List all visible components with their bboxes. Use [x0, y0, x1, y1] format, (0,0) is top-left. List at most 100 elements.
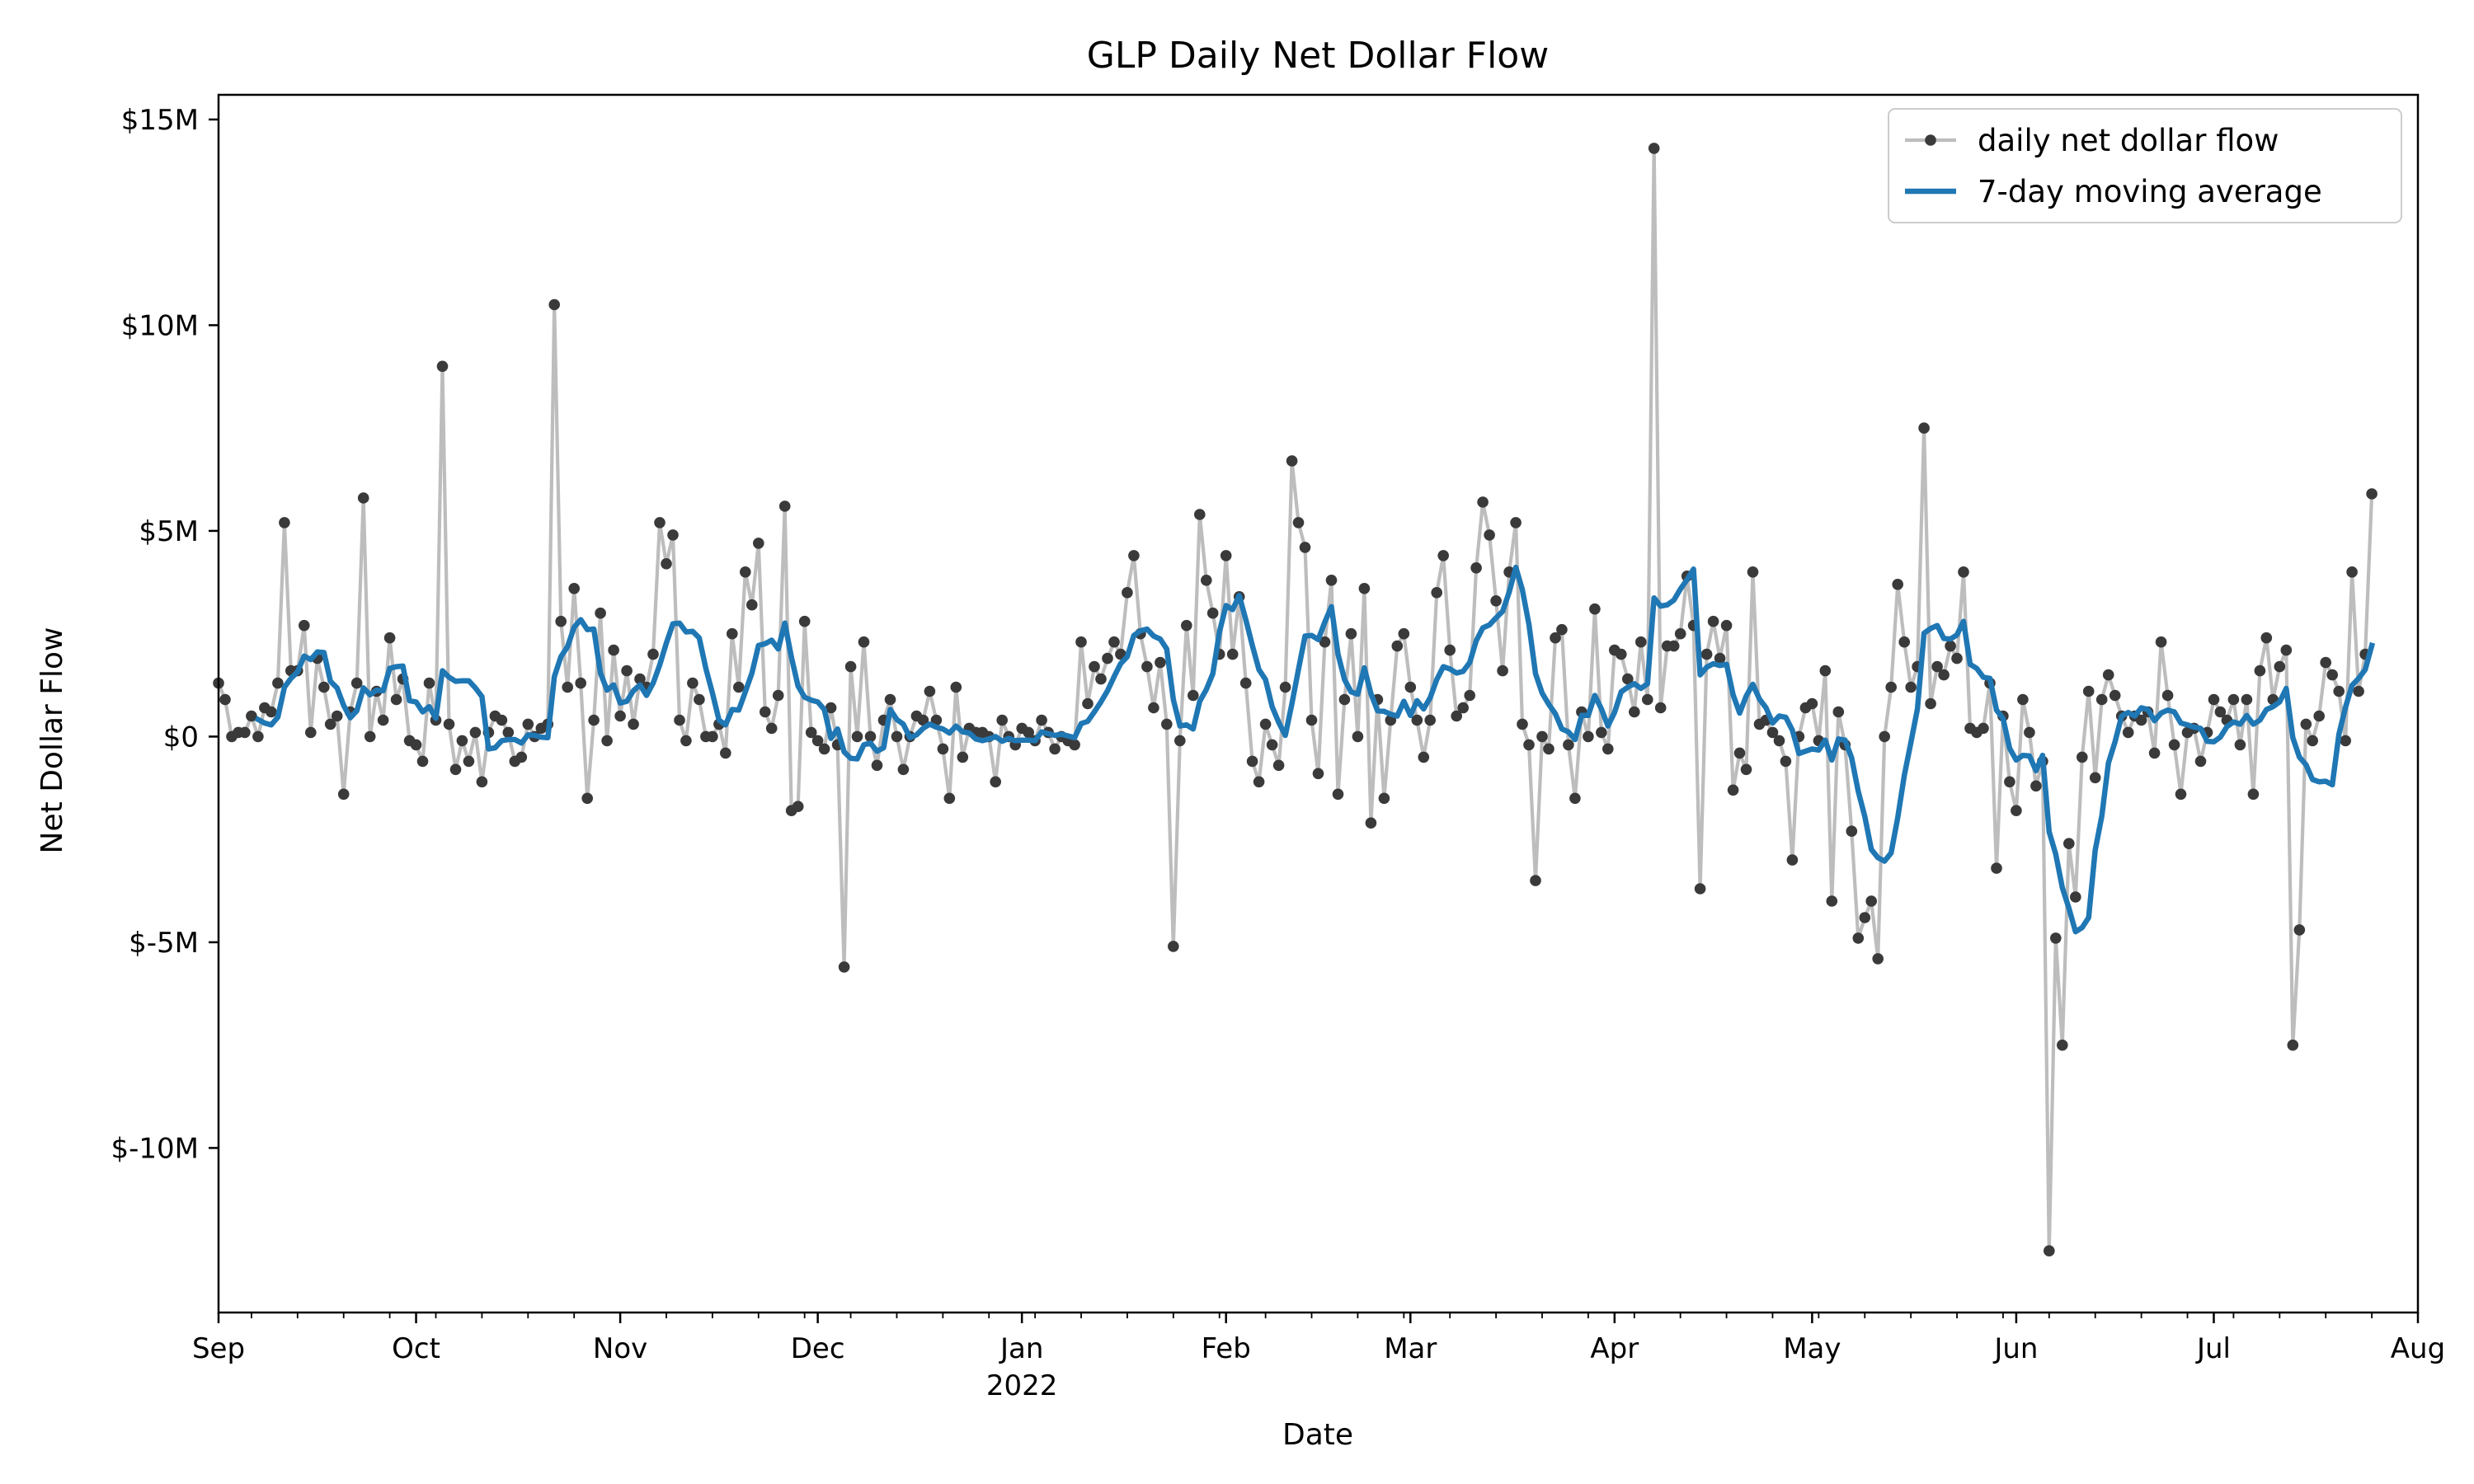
- daily-flow-point: [1253, 776, 1265, 788]
- daily-flow-point: [1530, 875, 1541, 886]
- daily-flow-point: [601, 735, 613, 747]
- daily-flow-point: [1852, 932, 1865, 944]
- daily-flow-point: [1141, 660, 1153, 673]
- daily-flow-point: [930, 714, 943, 726]
- daily-flow-point: [825, 702, 837, 714]
- daily-flow-point: [760, 706, 771, 718]
- legend-ma-label: 7-day moving average: [1978, 174, 2322, 209]
- daily-flow-point: [1174, 735, 1186, 747]
- daily-flow-point: [884, 693, 896, 706]
- daily-flow-point: [1023, 726, 1034, 739]
- daily-flow-point: [733, 681, 745, 693]
- daily-flow-point: [2260, 632, 2273, 644]
- daily-flow-point: [2044, 1245, 2055, 1256]
- daily-flow-point: [798, 615, 811, 627]
- daily-flow-point: [1885, 681, 1897, 693]
- daily-flow-point: [416, 755, 429, 768]
- daily-flow-point: [252, 730, 264, 743]
- daily-flow-point: [1404, 681, 1417, 693]
- daily-flow-point: [1563, 739, 1574, 751]
- daily-flow-point: [2070, 891, 2081, 903]
- daily-flow-point: [1846, 825, 1858, 837]
- daily-flow-point: [1259, 718, 1272, 730]
- daily-flow-point: [2109, 689, 2121, 702]
- daily-flow-point: [1991, 862, 2002, 874]
- daily-flow-point: [634, 673, 646, 685]
- daily-flow-point: [1898, 636, 1910, 648]
- y-tick-label: $-5M: [129, 927, 199, 960]
- daily-flow-point: [1451, 710, 1462, 722]
- daily-flow-point: [778, 500, 791, 512]
- daily-flow-point: [1832, 706, 1845, 718]
- daily-flow-point: [628, 718, 639, 730]
- daily-flow-point: [449, 763, 462, 776]
- daily-flow-point: [1220, 550, 1232, 561]
- daily-flow-point: [740, 566, 751, 578]
- daily-flow-point: [772, 689, 784, 702]
- daily-flow-point: [436, 360, 449, 373]
- daily-flow-point: [917, 714, 929, 726]
- daily-flow-point: [667, 529, 679, 541]
- daily-flow-point: [858, 636, 870, 648]
- daily-flow-point: [456, 735, 468, 747]
- daily-flow-point: [765, 722, 778, 735]
- daily-flow-point: [1332, 788, 1344, 801]
- daily-flow-point: [1305, 714, 1318, 726]
- daily-flow-point: [1049, 743, 1061, 755]
- daily-flow-point: [1733, 747, 1746, 759]
- daily-flow-point: [1872, 953, 1884, 965]
- daily-flow-point: [555, 615, 567, 627]
- daily-flow-point: [2293, 924, 2306, 936]
- daily-flow-point: [1201, 575, 1212, 586]
- daily-flow-point: [1648, 143, 1660, 154]
- daily-flow-point: [2287, 1039, 2299, 1051]
- daily-flow-point: [990, 776, 1001, 788]
- daily-flow-point: [1543, 743, 1554, 755]
- daily-flow-point: [1589, 603, 1601, 615]
- daily-flow-point: [318, 681, 330, 693]
- daily-flow-point: [1319, 636, 1331, 648]
- daily-flow-point: [2155, 636, 2167, 648]
- daily-flow-point: [2089, 772, 2101, 784]
- daily-flow-point: [897, 763, 910, 776]
- daily-flow-point: [746, 599, 758, 611]
- daily-flow-point: [1918, 422, 1930, 434]
- x-tick-label: Feb: [1202, 1332, 1251, 1365]
- daily-flow-point: [2247, 788, 2260, 801]
- daily-flow-point: [463, 755, 475, 768]
- daily-flow-point: [299, 619, 310, 632]
- daily-flow-point: [2050, 932, 2062, 944]
- daily-flow-point: [1635, 636, 1647, 648]
- daily-flow-point: [1536, 730, 1548, 743]
- daily-flow-point: [943, 792, 956, 805]
- daily-flow-point: [621, 665, 633, 677]
- daily-flow-point: [1148, 702, 1159, 714]
- x-tick-year-label: 2022: [986, 1369, 1058, 1402]
- daily-flow-point: [1391, 640, 1404, 652]
- daily-flow-point: [390, 693, 402, 706]
- legend-daily-marker: [1925, 134, 1936, 146]
- daily-flow-point: [720, 747, 731, 759]
- daily-flow-point: [2024, 726, 2035, 739]
- x-tick-label: Nov: [593, 1332, 647, 1365]
- daily-flow-point: [2135, 714, 2147, 726]
- daily-flow-point: [1714, 652, 1726, 665]
- daily-flow-point: [219, 693, 231, 706]
- daily-flow-point: [1859, 912, 1871, 923]
- daily-flow-point: [687, 677, 698, 689]
- moving-average-line: [254, 564, 2376, 935]
- daily-flow-point: [1727, 784, 1739, 796]
- daily-flow-point: [1082, 697, 1094, 710]
- daily-flow-point: [337, 788, 350, 801]
- daily-flow-point: [331, 710, 343, 722]
- daily-flow-point: [1444, 644, 1456, 656]
- x-tick-label: Dec: [791, 1332, 845, 1365]
- daily-flow-point: [1694, 883, 1706, 895]
- daily-flow-point: [476, 776, 488, 788]
- daily-flow-point: [443, 718, 455, 730]
- legend-box: [1888, 108, 2402, 223]
- daily-flow-point: [1951, 652, 1963, 665]
- x-tick-label: Jul: [2195, 1332, 2231, 1365]
- daily-flow-point: [2366, 488, 2378, 500]
- daily-flow-point: [2340, 735, 2351, 747]
